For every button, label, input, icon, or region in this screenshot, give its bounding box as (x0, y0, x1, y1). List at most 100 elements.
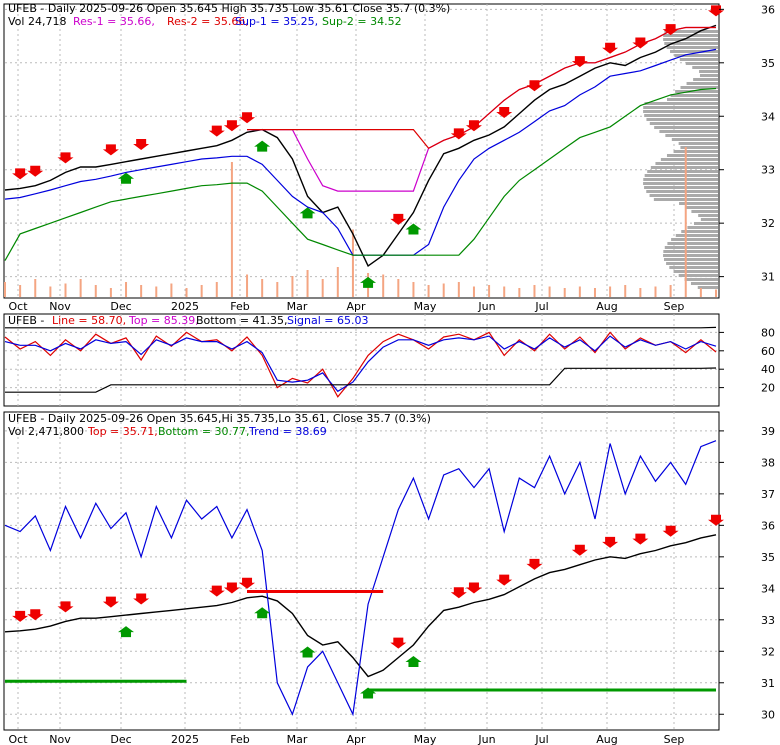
sell-arrow (602, 536, 619, 548)
sell-arrow (571, 544, 588, 556)
panel-trend: 30 31 32 33 34 35 36 37 38 39 UFEB - Daily 2025-0… (3, 411, 775, 731)
buy-arrow (360, 276, 377, 288)
y-tick-label: 31 (761, 677, 775, 690)
volume-profile-bar (669, 266, 718, 269)
volume-bar (230, 162, 233, 297)
sell-arrow (27, 165, 44, 177)
volume-profile-bar (663, 254, 718, 257)
volume-profile-bar (665, 134, 718, 137)
volume-bar (336, 267, 339, 297)
x-tick-label: Aug (596, 733, 617, 745)
series-line-bottom (5, 679, 716, 692)
y-tick-label: 37 (761, 488, 775, 501)
series-line-line (4, 331, 717, 398)
series-line-trend (4, 440, 717, 717)
sell-arrow (57, 152, 74, 164)
legend-trend-bottom: Bottom = 30.77, (158, 425, 250, 438)
sell-arrow (526, 558, 543, 570)
volume-profile-bar (666, 46, 718, 49)
sell-arrow (102, 144, 119, 156)
y-tick-label: 33 (761, 164, 775, 177)
volume-profile-bar (649, 194, 718, 197)
volume-bar (715, 289, 717, 297)
panel-price-grid (5, 4, 718, 298)
volume-profile-bar (674, 54, 718, 57)
volume-profile-bar (699, 70, 718, 73)
volume-profile-bar (686, 82, 718, 85)
x-tick-label: Jun (477, 300, 495, 313)
x-tick-label: Aug (596, 300, 617, 313)
volume-bar (427, 285, 430, 297)
volume-profile-bar (643, 178, 718, 181)
volume-profile-bar (667, 98, 718, 101)
volume-bar (472, 286, 475, 297)
volume-profile-bar (667, 242, 718, 245)
volume-profile-bar (684, 278, 718, 281)
volume-bar (457, 282, 460, 297)
sell-arrow (390, 213, 407, 225)
x-tick-label: Mar (287, 733, 308, 745)
volume-profile-bar (664, 30, 718, 33)
volume-bars (4, 147, 717, 297)
x-tick-label: Nov (49, 733, 71, 745)
sell-arrow (465, 120, 482, 132)
volume-profile-bar (644, 174, 718, 177)
volume-bar (321, 279, 324, 297)
volume-profile-bar (664, 42, 718, 45)
volume-profile-bar (693, 222, 718, 225)
volume-bar (291, 276, 294, 297)
volume-profile-bar (671, 238, 718, 241)
volume-bar (412, 282, 415, 297)
volume-profile-bar (663, 250, 718, 253)
x-axis-bottom: Oct Nov Dec 2025 Feb Mar Apr May Jun Jul Aug Sep (8, 733, 684, 745)
volume-bar (351, 229, 354, 297)
y-tick-label: 36 (761, 3, 775, 16)
buy-arrow (118, 172, 135, 184)
sell-arrow (708, 514, 724, 526)
sell-arrow (465, 582, 482, 594)
x-tick-label: Oct (8, 300, 28, 313)
y-tick-label: 32 (761, 217, 775, 230)
sell-arrow (708, 5, 724, 17)
volume-profile-bar (675, 90, 718, 93)
y-tick-label: 30 (761, 708, 775, 721)
sell-arrow (632, 37, 649, 49)
volume-bar (185, 288, 188, 297)
volume-profile-bar (670, 50, 718, 53)
sell-arrow (632, 533, 649, 545)
x-tick-label: Sep (664, 733, 685, 745)
volume-bar (276, 282, 279, 297)
sell-arrow (496, 574, 513, 586)
signal-arrows (12, 5, 724, 288)
volume-profile-bar (685, 62, 718, 65)
panel-price-vol-label: Vol 24,718 (8, 15, 66, 28)
x-tick-label: 2025 (171, 733, 199, 745)
buy-arrow (254, 607, 271, 619)
volume-bar (49, 286, 52, 297)
volume-bar (125, 282, 128, 297)
sell-arrow (12, 610, 29, 622)
sell-arrow (133, 593, 150, 605)
x-tick-label: 2025 (171, 300, 199, 313)
buy-arrow (254, 140, 271, 152)
panel-price-y-ticks: 31 32 33 34 35 36 (719, 3, 775, 284)
volume-profile-bar (649, 122, 718, 125)
x-tick-label: May (414, 300, 437, 313)
volume-bar (624, 285, 627, 297)
series-line-signal (4, 335, 717, 393)
sell-arrow (602, 42, 619, 54)
volume-bar (609, 286, 612, 297)
volume-bar (19, 285, 22, 297)
legend-top: Top = 85.39, (128, 314, 199, 327)
volume-bar (4, 282, 6, 297)
sell-arrow (133, 139, 150, 151)
volume-profile-bar (679, 202, 718, 205)
volume-bar (669, 285, 672, 297)
volume-profile-bar (673, 270, 718, 273)
volume-profile-bar (647, 170, 718, 173)
y-tick-label: 80 (761, 326, 775, 339)
sell-arrow (450, 128, 467, 140)
sell-arrow (662, 525, 679, 537)
panel-trend-lines (4, 440, 717, 717)
volume-profile-bar (693, 78, 718, 81)
